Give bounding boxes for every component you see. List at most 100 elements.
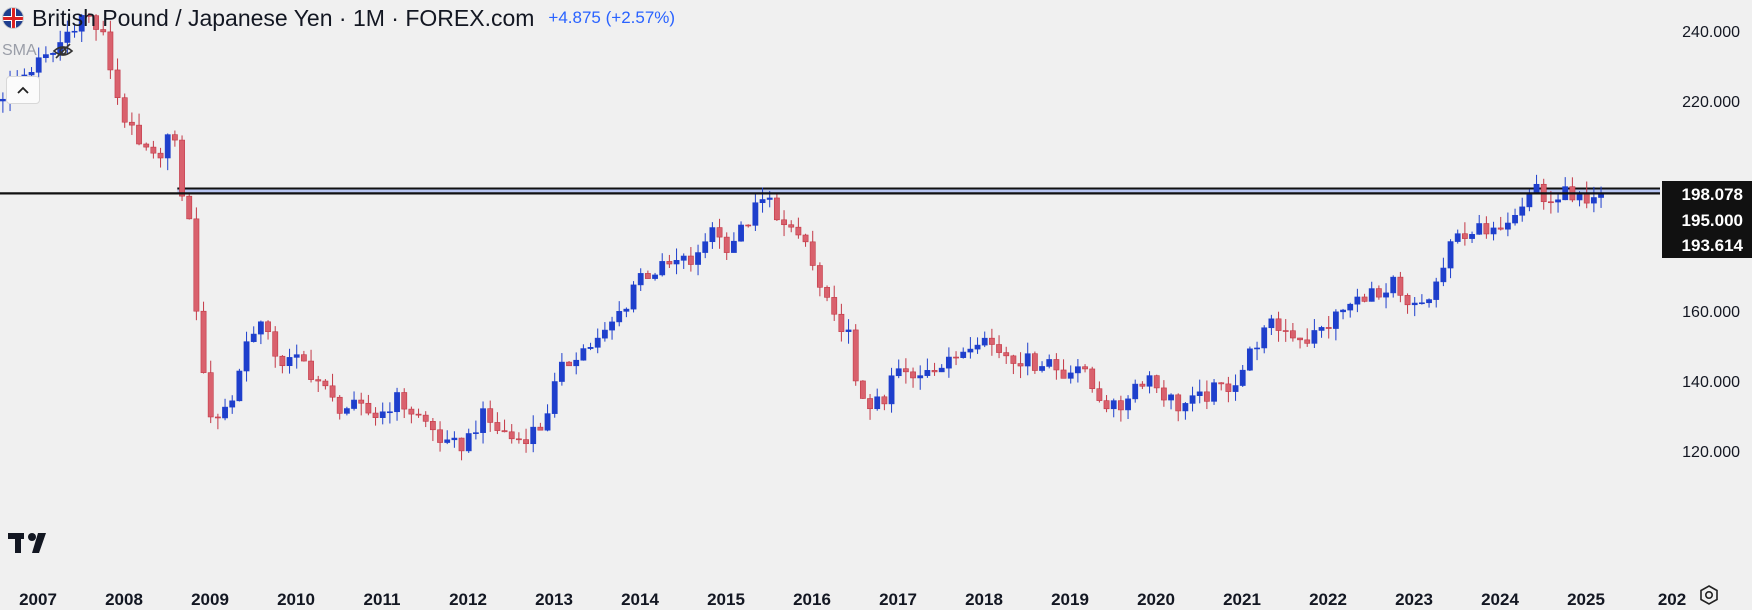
time-tick-label: 2025 <box>1567 590 1605 609</box>
time-tick-label: 2007 <box>19 590 57 609</box>
time-tick-label: 2009 <box>191 590 229 609</box>
candle-body <box>444 439 451 443</box>
candle-body <box>501 430 508 433</box>
candle-body <box>945 356 952 369</box>
candle-body <box>709 227 716 243</box>
candle-body <box>451 437 458 441</box>
candle-body <box>1175 394 1182 412</box>
candle-body <box>480 408 486 433</box>
candle-body <box>910 371 916 379</box>
candle-body <box>580 348 587 361</box>
candle-body <box>193 218 200 312</box>
time-tick-label: 2020 <box>1137 590 1175 609</box>
candle-body <box>1318 327 1325 331</box>
candle-body <box>35 57 42 73</box>
candle-body <box>1203 391 1210 402</box>
candle-body <box>465 433 472 452</box>
price-label-box <box>1662 181 1752 207</box>
candle-body <box>1325 327 1332 329</box>
candle-body <box>795 226 802 236</box>
candle-body <box>852 329 859 382</box>
time-tick-label: 2010 <box>277 590 315 609</box>
candle-body <box>974 344 981 350</box>
candle-body <box>1340 309 1346 313</box>
candle-body <box>150 146 157 154</box>
time-tick-label: 2015 <box>707 590 745 609</box>
candle-body <box>1168 394 1174 401</box>
candle-body <box>279 355 286 367</box>
candle-body <box>236 370 243 402</box>
time-tick-label: 2017 <box>879 590 917 609</box>
candle-body <box>809 241 816 266</box>
candle-body <box>429 421 436 431</box>
candle-body <box>859 380 866 399</box>
candle-body <box>802 234 809 243</box>
candle-body <box>408 408 415 415</box>
resistance-zone <box>177 187 1660 194</box>
candle-body <box>1103 400 1110 410</box>
candle-body <box>1082 366 1088 370</box>
candle-body <box>136 124 142 145</box>
candle-body <box>530 426 537 445</box>
candle-body <box>781 219 787 226</box>
candle-body <box>1139 383 1146 387</box>
candle-body <box>673 260 680 265</box>
candle-body <box>1590 197 1597 204</box>
candle-body <box>1433 281 1440 300</box>
candle-body <box>1067 372 1074 379</box>
candle-body <box>1454 233 1461 242</box>
candle-body <box>1153 375 1160 389</box>
time-tick-label: 2014 <box>621 590 659 609</box>
candle-body <box>723 236 730 253</box>
candle-body <box>336 396 343 414</box>
time-axis[interactable]: 2007 2008 2009 2010 2011 2012 2013 2014 2015 2016… <box>19 590 1686 609</box>
candle-body <box>186 195 193 220</box>
candle-body <box>1476 223 1483 235</box>
candle-body <box>1275 318 1282 331</box>
candle-body <box>695 252 701 265</box>
candle-body <box>458 437 465 452</box>
eye-hidden-icon[interactable] <box>52 42 74 60</box>
price-label-box <box>1662 232 1752 258</box>
collapse-legend-button[interactable] <box>6 76 40 104</box>
candle-body <box>250 333 257 342</box>
candle-body <box>537 426 544 431</box>
candle-body <box>981 337 988 346</box>
candle-body <box>379 411 386 418</box>
candle-body <box>1024 353 1031 367</box>
candle-body <box>1039 366 1045 371</box>
candle-body <box>1053 359 1060 371</box>
candle-body <box>171 134 178 141</box>
candle-body <box>1512 214 1518 224</box>
candle-body <box>924 370 931 376</box>
candle-body <box>222 406 228 419</box>
candle-body <box>1189 395 1196 404</box>
candle-body <box>322 380 329 387</box>
candle-body <box>1146 375 1153 387</box>
candle-body <box>867 398 873 410</box>
candle-body <box>214 416 221 419</box>
candle-body <box>1504 222 1511 230</box>
candle-body <box>816 265 823 288</box>
candle-body <box>616 311 623 323</box>
chevron-up-icon <box>17 86 29 94</box>
candle-body <box>1447 241 1454 269</box>
candle-body <box>1347 303 1354 311</box>
candle-body <box>28 72 35 76</box>
candle-body <box>687 255 694 265</box>
sma-indicator-label[interactable]: SMA <box>2 42 37 59</box>
time-tick-label: 2012 <box>449 590 487 609</box>
candle-body <box>1289 330 1296 339</box>
candle-body <box>1533 183 1540 194</box>
candle-body <box>680 255 687 261</box>
candle-body <box>1426 299 1432 304</box>
candle-body <box>1031 353 1038 371</box>
candle-body <box>1404 295 1411 306</box>
tradingview-logo-icon[interactable] <box>6 530 56 556</box>
candle-body <box>386 411 393 414</box>
candle-body <box>358 399 365 404</box>
symbol-title[interactable]: British Pound / Japanese Yen · 1M · FORE… <box>32 4 535 31</box>
settings-icon[interactable] <box>1698 584 1720 606</box>
candle-body <box>1125 398 1131 411</box>
